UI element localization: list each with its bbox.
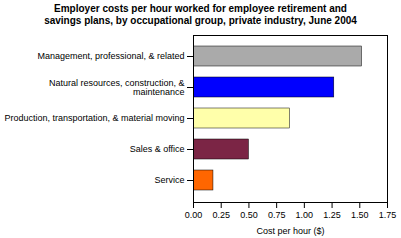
- svg-text:1.00: 1.00: [296, 210, 314, 220]
- svg-text:1.75: 1.75: [379, 210, 397, 220]
- svg-text:Cost per hour ($): Cost per hour ($): [256, 226, 324, 236]
- svg-text:Management, professional, & re: Management, professional, & related: [37, 51, 184, 61]
- svg-text:Production, transportation, &: Production, transportation, & material m…: [4, 113, 184, 123]
- svg-text:1.50: 1.50: [351, 210, 369, 220]
- svg-text:0.00: 0.00: [185, 210, 203, 220]
- svg-text:Sales & office: Sales & office: [130, 144, 185, 154]
- svg-text:0.50: 0.50: [240, 210, 258, 220]
- svg-text:1.25: 1.25: [323, 210, 341, 220]
- svg-text:Natural resources, constructio: Natural resources, construction, &mainte…: [49, 78, 185, 97]
- svg-text:Service: Service: [154, 175, 184, 185]
- html-text:Employer costs per hour worked: Employer costs per hour worked for emplo…: [44, 3, 357, 26]
- svg-text:0.25: 0.25: [212, 210, 230, 220]
- svg-text:0.75: 0.75: [268, 210, 286, 220]
